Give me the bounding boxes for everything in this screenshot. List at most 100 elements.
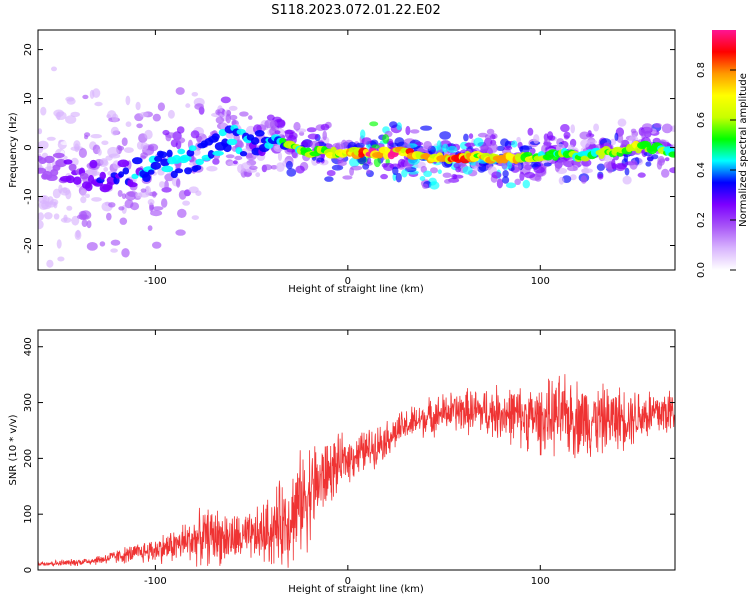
spectrogram-blob: [301, 139, 313, 148]
colorbar-ticks: 0.0 0.2 0.4 0.6 0.8: [696, 62, 736, 278]
spectrogram-blob: [136, 123, 143, 129]
spectrogram-blob: [152, 113, 161, 122]
spectrogram-blob: [80, 196, 87, 204]
spectrogram-blob: [174, 137, 186, 144]
spectrogram-ridge-point: [150, 161, 162, 170]
spectrogram-blob: [53, 109, 65, 117]
spectrogram-blob: [331, 164, 344, 171]
spectrogram-blob: [121, 193, 127, 200]
spectrogram-ylabel: Frequency (Hz): [8, 112, 19, 188]
spectrogram-blob: [563, 131, 571, 139]
spectrogram-blob: [611, 158, 616, 169]
spectrogram-blob: [46, 259, 54, 268]
spectrogram-ridge-point: [180, 154, 192, 162]
spectrogram-blob: [185, 103, 191, 108]
spectrogram-blob: [103, 167, 109, 172]
spectrogram-ridge-point: [195, 158, 204, 166]
spectrogram-blob: [97, 148, 102, 156]
spectrogram-blob: [447, 145, 458, 153]
spectrogram-blob: [630, 128, 637, 134]
spectrogram-blob: [140, 188, 147, 193]
spectrogram-blob: [442, 172, 452, 178]
spectrogram-blob: [429, 181, 440, 190]
spectrogram-blob: [91, 171, 101, 176]
spectrogram-blob: [107, 146, 119, 157]
spectrogram-blob: [140, 152, 148, 159]
spectrogram-blob: [322, 130, 328, 141]
spectrogram-blob: [60, 141, 70, 146]
spectrogram-blob: [520, 145, 533, 150]
spectrogram-blob: [38, 219, 44, 230]
spectrogram-blob: [581, 168, 593, 174]
spectrogram-blob: [215, 116, 225, 124]
spectrogram-blob: [76, 214, 89, 220]
spectrogram-blob: [80, 189, 87, 197]
spectrogram-blob: [53, 213, 60, 220]
spectrogram-blob: [194, 103, 204, 110]
spectrogram-blob: [226, 109, 232, 117]
spectrogram-blob: [121, 137, 128, 146]
spectrogram-blob: [389, 121, 398, 128]
spectrogram-ridge-point: [73, 176, 82, 185]
spectrogram-blob: [45, 201, 57, 208]
spectrogram-blob: [579, 131, 590, 140]
spectrogram-blob: [659, 158, 666, 163]
spectrogram-blob: [188, 186, 199, 194]
spectrogram-blob: [110, 239, 121, 246]
spectrogram-blob: [38, 212, 44, 221]
spectrogram-blob: [505, 182, 517, 189]
spectrogram-blob: [262, 164, 273, 171]
spectrogram-blob: [178, 190, 187, 200]
spectrogram-blob: [629, 159, 638, 170]
spectrogram-blob: [275, 119, 286, 129]
spectrogram-blob: [558, 176, 565, 185]
spectrogram-ridge-point: [171, 154, 182, 164]
spectrogram-ridge-point: [79, 172, 89, 180]
spectrogram-blob: [437, 169, 442, 174]
spectrogram-blob: [94, 101, 103, 107]
spectrogram-blob: [71, 215, 80, 226]
spectrogram-blob: [147, 225, 153, 231]
spectrogram-blob: [350, 165, 363, 171]
spectrogram-blob: [51, 66, 57, 72]
spectrogram-blob: [255, 172, 261, 178]
spectrogram-xtick-label: 100: [531, 276, 550, 287]
spectrogram-blob: [349, 157, 360, 168]
spectrogram-blob: [277, 151, 283, 161]
spectrogram-blob: [190, 130, 200, 139]
spectrogram-blob: [293, 121, 301, 131]
spectrogram-ridge-point: [85, 182, 93, 192]
spectrogram-blob: [514, 178, 521, 185]
spectrogram-blob: [580, 175, 587, 184]
spectrogram-blob: [473, 166, 479, 172]
spectrogram-blob: [46, 136, 56, 141]
spectrogram-blob: [78, 148, 87, 158]
spectrogram-blob: [147, 198, 155, 206]
spectrogram-ridge-point: [158, 151, 168, 159]
spectrogram-blob: [439, 131, 451, 140]
spectrogram-blob: [176, 126, 185, 134]
spectrogram-blob: [486, 128, 495, 135]
colorbar-tick-label: 0.6: [696, 112, 707, 128]
spectrogram-blob: [455, 166, 462, 173]
spectrogram-blob: [491, 171, 502, 179]
spectrogram-frame: [37, 29, 676, 271]
spectrogram-blob: [661, 168, 670, 178]
spectrogram-blob: [118, 206, 125, 211]
spectrogram-blob: [212, 158, 220, 165]
spectrogram-blob: [514, 162, 522, 171]
colorbar-tick-label: 0.8: [696, 62, 707, 78]
spectrogram-blob: [191, 215, 199, 221]
spectrogram-blob: [361, 137, 372, 145]
spectrogram-blob: [316, 157, 325, 163]
spectrogram-blob: [383, 162, 395, 172]
spectrogram-blob: [161, 198, 168, 208]
spectrogram-blob: [108, 202, 116, 208]
spectrogram-blob: [42, 195, 47, 203]
spectrogram-blob: [524, 171, 536, 179]
spectrogram-blob: [220, 96, 231, 104]
spectrogram-ridge-point: [174, 168, 184, 174]
snr-marks: [38, 374, 675, 568]
spectrogram-blob: [176, 178, 181, 188]
spectrogram-blob: [596, 163, 606, 171]
